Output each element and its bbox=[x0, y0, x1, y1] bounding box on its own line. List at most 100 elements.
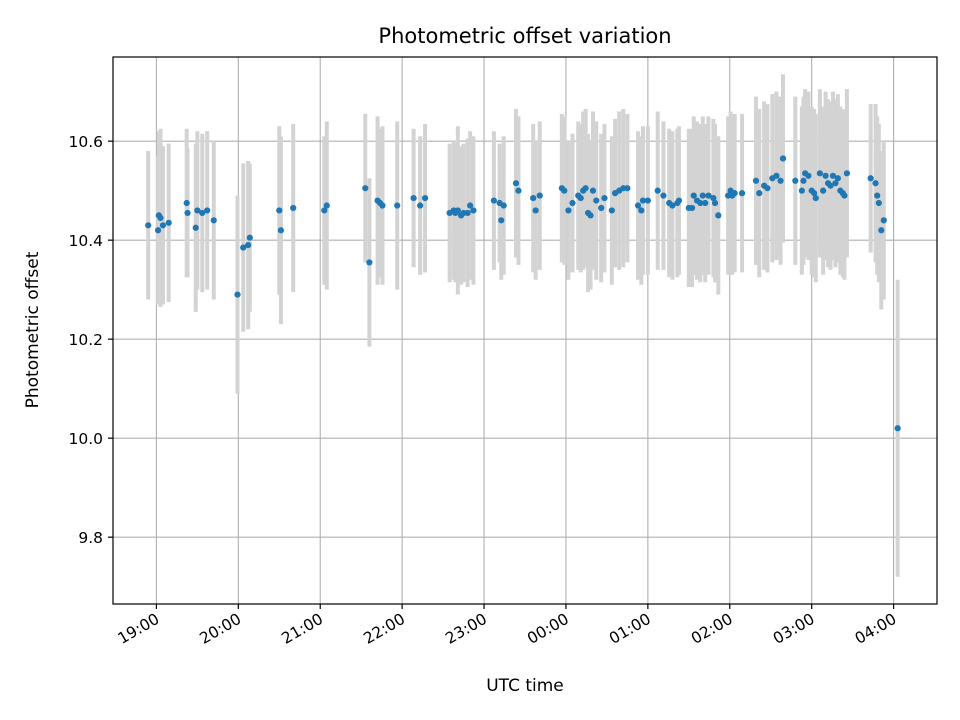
data-point bbox=[773, 172, 780, 179]
x-tick-label: 20:00 bbox=[197, 610, 245, 648]
data-point bbox=[417, 202, 424, 209]
data-point bbox=[394, 202, 401, 209]
data-point bbox=[192, 224, 199, 231]
data-point bbox=[624, 185, 631, 192]
data-point bbox=[792, 177, 799, 184]
data-point bbox=[589, 187, 597, 194]
data-point bbox=[512, 180, 520, 187]
data-point bbox=[464, 209, 471, 217]
data-point bbox=[183, 199, 190, 207]
data-point bbox=[159, 222, 167, 229]
data-point bbox=[276, 207, 283, 214]
data-point bbox=[731, 190, 738, 197]
data-point bbox=[711, 199, 719, 207]
data-point bbox=[184, 209, 191, 217]
data-point bbox=[811, 190, 818, 197]
data-point bbox=[601, 194, 608, 202]
data-point bbox=[199, 209, 206, 217]
data-point bbox=[498, 217, 505, 224]
x-tick-label: 04:00 bbox=[852, 610, 900, 648]
data-point bbox=[820, 187, 827, 194]
data-point bbox=[500, 202, 507, 209]
data-point bbox=[872, 180, 879, 187]
data-point bbox=[777, 177, 784, 184]
y-tick-label: 10.4 bbox=[68, 232, 103, 250]
data-point bbox=[638, 207, 645, 214]
error-bars bbox=[146, 74, 900, 577]
y-tick-label: 10.2 bbox=[68, 331, 103, 349]
data-point bbox=[669, 202, 676, 209]
data-point bbox=[470, 207, 477, 214]
data-point bbox=[321, 207, 328, 214]
data-point bbox=[587, 212, 594, 219]
data-point bbox=[841, 192, 848, 199]
data-point bbox=[532, 207, 539, 214]
data-point bbox=[210, 217, 217, 224]
data-point bbox=[710, 194, 717, 202]
data-point bbox=[738, 190, 746, 197]
x-tick-label: 21:00 bbox=[279, 610, 327, 648]
data-point bbox=[688, 204, 696, 212]
data-point bbox=[154, 227, 162, 234]
data-point bbox=[204, 207, 211, 214]
data-point bbox=[639, 197, 647, 204]
data-point bbox=[699, 192, 706, 199]
data-point bbox=[654, 187, 661, 194]
data-point bbox=[832, 180, 839, 187]
data-point bbox=[880, 217, 887, 224]
data-point bbox=[634, 202, 642, 209]
data-point bbox=[582, 185, 589, 192]
data-point bbox=[702, 199, 709, 207]
data-point bbox=[490, 197, 497, 204]
data-point bbox=[843, 170, 851, 177]
data-point bbox=[829, 172, 837, 179]
data-point bbox=[565, 207, 572, 214]
data-point bbox=[608, 207, 615, 214]
x-tick-label: 19:00 bbox=[115, 610, 163, 648]
data-point bbox=[454, 207, 461, 214]
data-point bbox=[705, 192, 712, 199]
data-point bbox=[756, 190, 763, 197]
data-point bbox=[536, 192, 543, 199]
y-axis-title: Photometric offset bbox=[23, 251, 43, 408]
data-point bbox=[675, 197, 683, 204]
x-tick-label: 01:00 bbox=[606, 610, 654, 648]
data-point bbox=[800, 177, 807, 184]
plot-frame bbox=[112, 56, 938, 605]
data-point bbox=[875, 199, 882, 207]
data-point bbox=[379, 202, 386, 209]
y-tick-label: 10.6 bbox=[68, 133, 103, 151]
x-tick-label: 23:00 bbox=[442, 610, 490, 648]
data-point bbox=[530, 194, 537, 202]
data-point bbox=[240, 244, 247, 251]
data-point bbox=[421, 194, 429, 202]
data-point bbox=[157, 214, 164, 221]
data-point bbox=[362, 185, 369, 192]
data-point bbox=[874, 192, 881, 199]
data-point bbox=[145, 222, 152, 229]
data-point bbox=[277, 227, 285, 234]
data-point bbox=[234, 291, 241, 298]
data-point bbox=[697, 199, 704, 207]
data-point bbox=[805, 172, 812, 179]
data-point bbox=[246, 234, 253, 241]
data-point bbox=[715, 212, 722, 219]
data-point bbox=[467, 202, 474, 209]
data-point bbox=[410, 194, 417, 202]
data-point bbox=[323, 202, 330, 209]
data-point bbox=[779, 155, 787, 162]
chart-title: Photometric offset variation bbox=[378, 24, 671, 48]
data-points bbox=[145, 155, 901, 432]
data-point bbox=[827, 182, 834, 189]
data-point bbox=[822, 172, 829, 179]
data-point bbox=[569, 199, 576, 207]
data-point bbox=[194, 207, 201, 214]
data-point bbox=[816, 170, 823, 177]
data-point bbox=[894, 425, 901, 432]
data-point bbox=[598, 204, 605, 212]
data-point bbox=[366, 259, 373, 266]
data-point bbox=[834, 175, 841, 182]
data-point bbox=[577, 194, 584, 202]
y-tick-label: 9.8 bbox=[78, 529, 103, 547]
